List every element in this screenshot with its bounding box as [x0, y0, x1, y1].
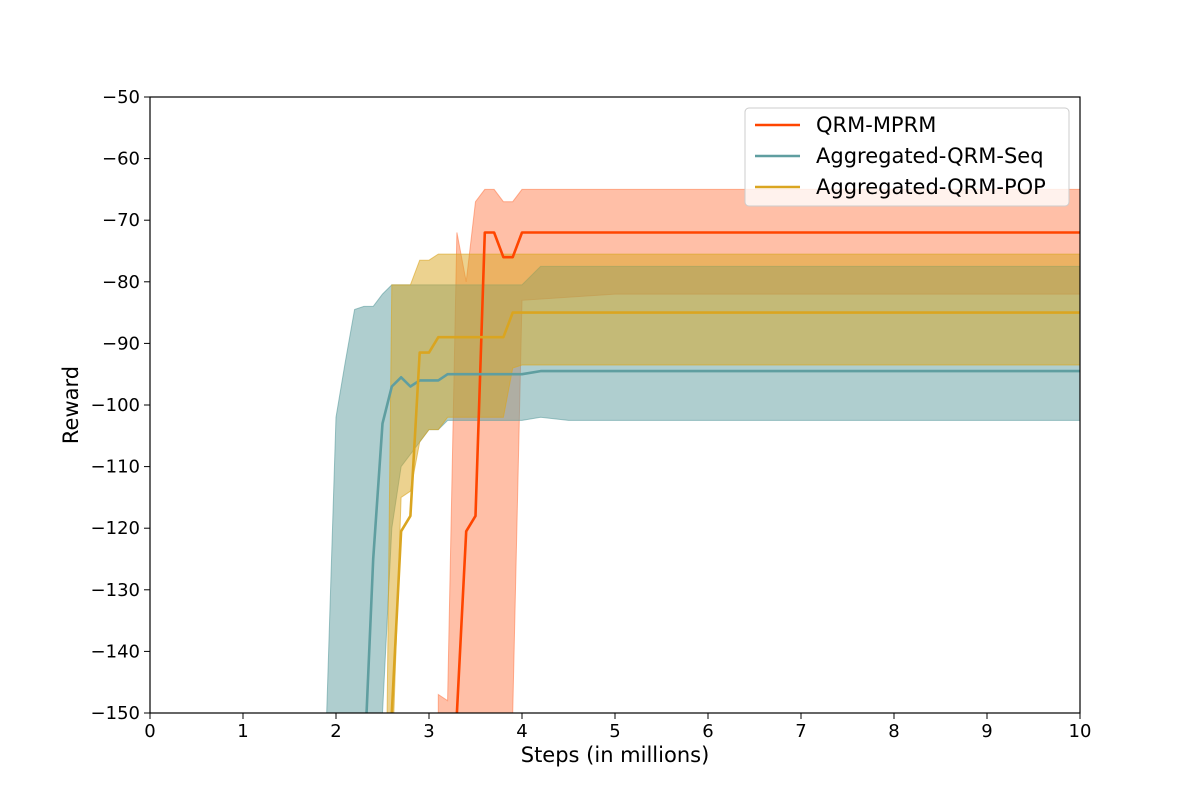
- series-lines: [365, 231, 1080, 713]
- y-tick-label: −60: [102, 149, 140, 170]
- x-tick-label: 2: [330, 721, 341, 742]
- x-tick-label: 9: [981, 721, 992, 742]
- series-line-0: [455, 231, 1080, 713]
- y-tick-label: −70: [102, 210, 140, 231]
- x-tick-label: 7: [795, 721, 806, 742]
- y-tick-label: −90: [102, 333, 140, 354]
- y-tick-label: −110: [91, 457, 140, 478]
- y-tick-label: −100: [91, 395, 140, 416]
- x-tick-label: 3: [423, 721, 434, 742]
- x-tick-label: 6: [702, 721, 713, 742]
- x-tick-label: 8: [888, 721, 899, 742]
- y-tick-label: −140: [91, 641, 140, 662]
- y-tick-label: −150: [91, 703, 140, 724]
- y-tick-label: −120: [91, 518, 140, 539]
- legend: QRM-MPRM Aggregated-QRM-Seq Aggregated-QRM…: [744, 107, 1070, 207]
- x-tick-label: 10: [1069, 721, 1092, 742]
- band-0: [437, 188, 1080, 713]
- y-tick-label: −50: [102, 87, 140, 108]
- series-line-1: [365, 369, 1080, 713]
- y-tick-label: −130: [91, 580, 140, 601]
- legend-label-1: Aggregated-QRM-Seq: [816, 144, 1044, 168]
- x-tick-label: 0: [144, 721, 155, 742]
- band-2: [386, 253, 1080, 713]
- legend-box: [744, 107, 1070, 207]
- confidence-bands: [326, 188, 1080, 713]
- y-axis-ticks: −150 −140 −130 −120 −110 −100 −90 −80 −70 −60 −50: [91, 87, 150, 724]
- x-axis-ticks: 0 1 2 3 4 5 6 7 8 9 10: [144, 713, 1091, 742]
- series-line-2: [390, 311, 1080, 713]
- x-axis-title: Steps (in millions): [521, 743, 710, 767]
- x-tick-label: 1: [237, 721, 248, 742]
- legend-label-0: QRM-MPRM: [816, 113, 936, 137]
- y-tick-label: −80: [102, 272, 140, 293]
- x-tick-label: 5: [609, 721, 620, 742]
- y-axis-title: Reward: [59, 366, 83, 444]
- legend-label-2: Aggregated-QRM-POP: [816, 175, 1046, 199]
- x-tick-label: 4: [516, 721, 527, 742]
